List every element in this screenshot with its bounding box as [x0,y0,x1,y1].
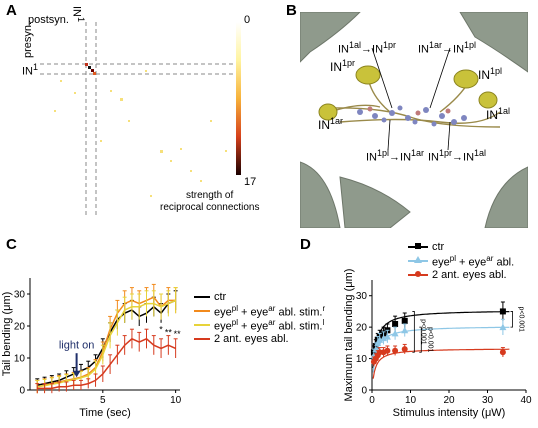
y-tick-label: 30 [14,290,26,301]
label-1al-1pr: IN1al→IN1pr [338,40,397,56]
sig-star-c: ** [174,329,182,339]
connectivity-matrix [40,22,241,215]
legend-swatch [194,310,210,312]
pvalue-bracket [419,326,422,353]
data-point [384,347,391,354]
legend-label: ctr [432,241,445,253]
legend-item-c-1: eyepl + eyear abl. stim.r [194,304,325,318]
legend-swatch [408,271,428,277]
legend-label: eyepl + eyear abl. [432,253,515,269]
colorbar [236,22,241,175]
y-tick-label: 0 [361,386,367,397]
data-point [499,323,507,331]
chart-c: 0 10 20 30 5 10 Time (sec) Tail bending (μm) lig… [1,278,182,419]
legend-swatch [408,243,428,249]
x-tick-label: 5 [100,395,106,406]
x-tick-label: 10 [405,395,417,406]
x-tick-label: 20 [443,395,455,406]
y-tick-label: 0 [19,386,25,397]
postsyn-label: postsyn. [28,14,69,26]
legend-label: ctr [214,291,227,303]
fit-curve [372,311,510,369]
fit-curve [372,348,510,379]
pvalue-bracket [412,311,415,353]
panel-letter-d: D [300,236,311,253]
data-point [392,347,399,354]
data-point [499,308,506,315]
pvalue-label: p<0.001 [419,319,426,345]
data-point [401,346,408,353]
series-1 [370,318,510,373]
y-axis-label: Tail bending (μm) [1,292,13,377]
y-tick-label: 30 [356,291,368,302]
data-point [383,333,391,340]
arrow-head [72,370,81,378]
x-tick-label: 40 [520,395,532,406]
data-point [401,317,408,324]
x-tick-label: 10 [170,395,182,406]
panel-letter-c: C [6,236,17,253]
colorbar-max: 0 [244,14,251,26]
legend-item-c-2: eyepl + eyear abl. stim.l [194,318,325,332]
chart-d: 0 10 20 30 0 10 20 30 40 Stimulus intensity (μW) M… [343,269,532,419]
y-tick-label: 20 [14,322,26,333]
pvalue-label: p<0.001 [426,327,433,353]
legend-label: eyepl + eyear abl. stim.r [214,303,326,319]
series-3 [35,328,178,394]
sig-star-b: ** [165,328,173,338]
pvalue-label: p<0.001 [518,307,525,333]
legend-swatch [194,324,210,326]
label-1pr-1al: IN1pr→IN1al [428,148,487,164]
pvalue-bracket [510,311,513,328]
series-2 [370,343,510,379]
label-1ar: IN1ar [318,116,344,132]
y-axis-label: Maximum tail bending (μm) [343,269,355,402]
panel-letter-b: B [286,2,297,19]
legend-item-d-0: ctr [408,240,514,254]
data-point [499,349,506,356]
y-tick-label: 10 [356,354,368,365]
x-axis-label: Stimulus intensity (μW) [393,407,506,419]
row-label: IN1 [22,62,39,78]
colorbar-caption-1: strength of [186,190,234,201]
label-1al: IN1al [486,106,511,122]
data-point [391,329,399,337]
data-point [401,326,409,334]
legend-item-d-2: 2 ant. eyes abl. [408,268,514,282]
legend-item-d-1: eyepl + eyear abl. [408,254,514,268]
y-tick-label: 10 [14,354,26,365]
legend-item-c-3: 2 ant. eyes abl. [194,332,325,346]
data-point [392,321,399,327]
colorbar-min: 17 [244,176,257,188]
label-1pl-1ar: IN1pl→IN1ar [366,148,425,164]
legend-item-c-0: ctr [194,290,325,304]
panel-letter-a: A [6,2,17,19]
label-1ar-1pl: IN1ar→IN1pl [418,40,477,56]
x-axis-label: Time (sec) [79,407,131,419]
colorbar-caption-2: reciprocal connections [160,202,260,213]
x-tick-label: 0 [369,395,375,406]
neuron-rendering [300,12,528,228]
label-1pl: IN1pl [478,66,503,82]
series-line [37,299,176,388]
series-line [37,337,176,390]
legend-label: eyepl + eyear abl. stim.l [214,317,325,333]
x-tick-label: 30 [482,395,494,406]
sig-star-a: * [159,324,163,334]
label-1pr: IN1pr [330,58,356,74]
legend-swatch [408,256,428,263]
light-on-label: light on [59,339,94,351]
legend-c: ctr eyepl + eyear abl. stim.r eyepl + eyea… [194,290,325,346]
legend-label: 2 ant. eyes abl. [214,333,289,345]
legend-label: 2 ant. eyes abl. [432,269,507,281]
series-1 [35,283,178,394]
legend-swatch [194,338,210,340]
y-tick-label: 20 [356,323,368,334]
legend-swatch [194,296,210,298]
legend-d: ctr eyepl + eyear abl. 2 ant. eyes abl. [408,240,514,282]
